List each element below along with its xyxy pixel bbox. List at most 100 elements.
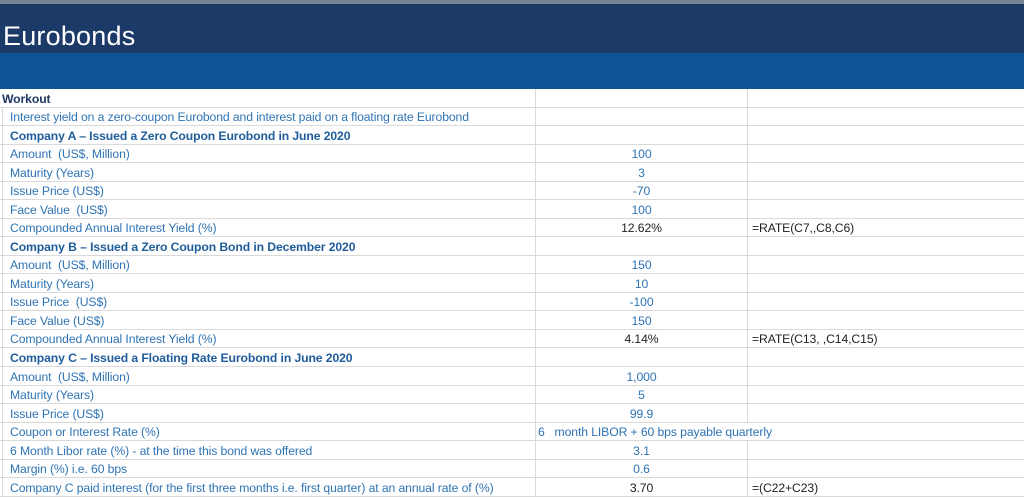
value-cell[interactable]: 150 xyxy=(536,311,748,329)
table-row: Issue Price (US$) 99.9 xyxy=(0,404,1024,423)
formula-cell[interactable] xyxy=(748,293,1024,311)
formula-cell[interactable]: =RATE(C13, ,C14,C15) xyxy=(752,332,878,347)
table-row: Amount (US$, Million) 150 xyxy=(0,255,1024,275)
title-banner: Eurobonds xyxy=(0,4,1024,53)
label-cell[interactable]: Maturity (Years) xyxy=(3,274,536,292)
label-cell[interactable]: Issue Price (US$) xyxy=(3,181,536,200)
value-cell[interactable]: 5 xyxy=(536,385,748,404)
label-cell[interactable]: Compounded Annual Interest Yield (%) xyxy=(3,329,536,348)
formula-cell[interactable]: =RATE(C7,,C8,C6) xyxy=(752,221,855,236)
label-cell[interactable]: Interest yield on a zero-coupon Eurobond… xyxy=(3,107,536,126)
table-row: Workout xyxy=(0,89,1024,108)
gutter-cell xyxy=(0,292,3,311)
table-row: Maturity (Years) 10 xyxy=(0,274,1024,293)
label-cell[interactable]: Issue Price (US$) xyxy=(3,292,536,311)
formula-cell[interactable] xyxy=(748,274,1024,292)
formula-cell[interactable] xyxy=(748,386,1024,404)
value-cell[interactable] xyxy=(536,237,748,255)
value-cell[interactable]: 12.62% xyxy=(536,218,748,237)
value-cell[interactable] xyxy=(536,348,748,366)
value-cell[interactable]: 10 xyxy=(536,274,748,292)
gutter-cell xyxy=(0,422,3,441)
formula-cell[interactable] xyxy=(748,182,1024,200)
formula-cell[interactable] xyxy=(748,441,1024,459)
label-cell[interactable]: Maturity (Years) xyxy=(3,163,536,181)
label-cell[interactable]: Compounded Annual Interest Yield (%) xyxy=(3,218,536,237)
label-cell[interactable]: Issue Price (US$) xyxy=(3,404,536,422)
table-row: Face Value (US$) 100 xyxy=(0,200,1024,219)
gutter-cell xyxy=(0,478,3,496)
label-cell[interactable]: Maturity (Years) xyxy=(3,385,536,404)
value-cell[interactable]: 150 xyxy=(536,255,748,274)
table-row: Coupon or Interest Rate (%) 6 month LIBO… xyxy=(0,422,1024,442)
formula-cell[interactable] xyxy=(748,460,1024,478)
label-cell[interactable]: Company B – Issued a Zero Coupon Bond in… xyxy=(3,237,536,255)
label-cell[interactable]: Company C paid interest (for the first t… xyxy=(3,478,536,496)
gutter-cell xyxy=(0,144,3,163)
formula-cell[interactable] xyxy=(748,163,1024,181)
formula-cell[interactable] xyxy=(748,348,1024,366)
label-cell[interactable]: Company C – Issued a Floating Rate Eurob… xyxy=(3,348,536,366)
gutter-cell xyxy=(0,126,3,144)
label-cell[interactable]: 6 Month Libor rate (%) - at the time thi… xyxy=(3,441,536,459)
formula-cell[interactable] xyxy=(748,367,1024,385)
table-row: Maturity (Years) 5 xyxy=(0,385,1024,405)
value-cell[interactable]: 6 month LIBOR + 60 bps payable quarterly xyxy=(538,425,772,440)
table-row: Company C – Issued a Floating Rate Eurob… xyxy=(0,348,1024,367)
table-row: Issue Price (US$) -100 xyxy=(0,292,1024,312)
value-cell[interactable]: 0.6 xyxy=(536,459,748,478)
formula-cell[interactable] xyxy=(748,108,1024,126)
label-cell[interactable]: Face Value (US$) xyxy=(3,311,536,329)
label-cell[interactable]: Amount (US$, Million) xyxy=(3,144,536,163)
value-cell[interactable]: 100 xyxy=(536,144,748,163)
gutter-cell xyxy=(0,404,3,422)
table-row: Face Value (US$) 150 xyxy=(0,311,1024,330)
value-cell[interactable]: 99.9 xyxy=(536,404,748,422)
gutter-cell xyxy=(0,200,3,218)
label-cell[interactable]: Coupon or Interest Rate (%) xyxy=(3,422,536,441)
table-row: Issue Price (US$) -70 xyxy=(0,181,1024,201)
table-row: Company A – Issued a Zero Coupon Eurobon… xyxy=(0,126,1024,145)
formula-cell[interactable] xyxy=(748,126,1024,144)
formula-cell[interactable] xyxy=(748,256,1024,274)
value-cell[interactable]: 1,000 xyxy=(536,366,748,385)
value-cell[interactable]: -70 xyxy=(536,181,748,200)
label-cell[interactable]: Workout xyxy=(0,89,536,107)
table-row: Maturity (Years) 3 xyxy=(0,163,1024,182)
value-cell[interactable] xyxy=(536,126,748,144)
formula-cell[interactable]: =(C22+C23) xyxy=(752,480,819,495)
formula-cell[interactable] xyxy=(748,145,1024,163)
gutter-cell xyxy=(0,348,3,366)
formula-cell[interactable] xyxy=(748,404,1024,422)
label-cell[interactable]: Company A – Issued a Zero Coupon Eurobon… xyxy=(3,126,536,144)
gutter-cell xyxy=(0,385,3,404)
table-row: 6 Month Libor rate (%) - at the time thi… xyxy=(0,441,1024,460)
formula-cell[interactable] xyxy=(748,237,1024,255)
formula-cell[interactable] xyxy=(748,89,1024,107)
label-cell[interactable]: Face Value (US$) xyxy=(3,200,536,218)
formula-cell[interactable] xyxy=(748,200,1024,218)
value-cell[interactable]: 3 xyxy=(536,163,748,181)
sheet-title: Eurobonds xyxy=(3,20,136,51)
value-cell[interactable]: 4.14% xyxy=(536,329,748,348)
value-cell[interactable]: -100 xyxy=(536,292,748,311)
accent-band xyxy=(0,53,1024,89)
label-cell[interactable]: Amount (US$, Million) xyxy=(3,255,536,274)
value-cell[interactable] xyxy=(536,89,748,107)
label-cell[interactable]: Amount (US$, Million) xyxy=(3,366,536,385)
top-strip xyxy=(0,0,1024,4)
gutter-cell xyxy=(0,441,3,459)
formula-cell[interactable] xyxy=(748,311,1024,329)
value-cell[interactable]: 3.70 xyxy=(536,478,748,496)
gutter-cell xyxy=(0,329,3,348)
table-row: Margin (%) i.e. 60 bps 0.6 xyxy=(0,459,1024,479)
table-row: Company B – Issued a Zero Coupon Bond in… xyxy=(0,237,1024,256)
table-row: Interest yield on a zero-coupon Eurobond… xyxy=(0,107,1024,127)
value-cell[interactable]: 100 xyxy=(536,200,748,218)
value-cell[interactable]: 3.1 xyxy=(536,441,748,459)
value-cell[interactable] xyxy=(536,107,748,126)
label-cell[interactable]: Margin (%) i.e. 60 bps xyxy=(3,459,536,478)
gutter-cell xyxy=(0,237,3,255)
gutter-cell xyxy=(0,218,3,237)
gutter-cell xyxy=(0,107,3,126)
